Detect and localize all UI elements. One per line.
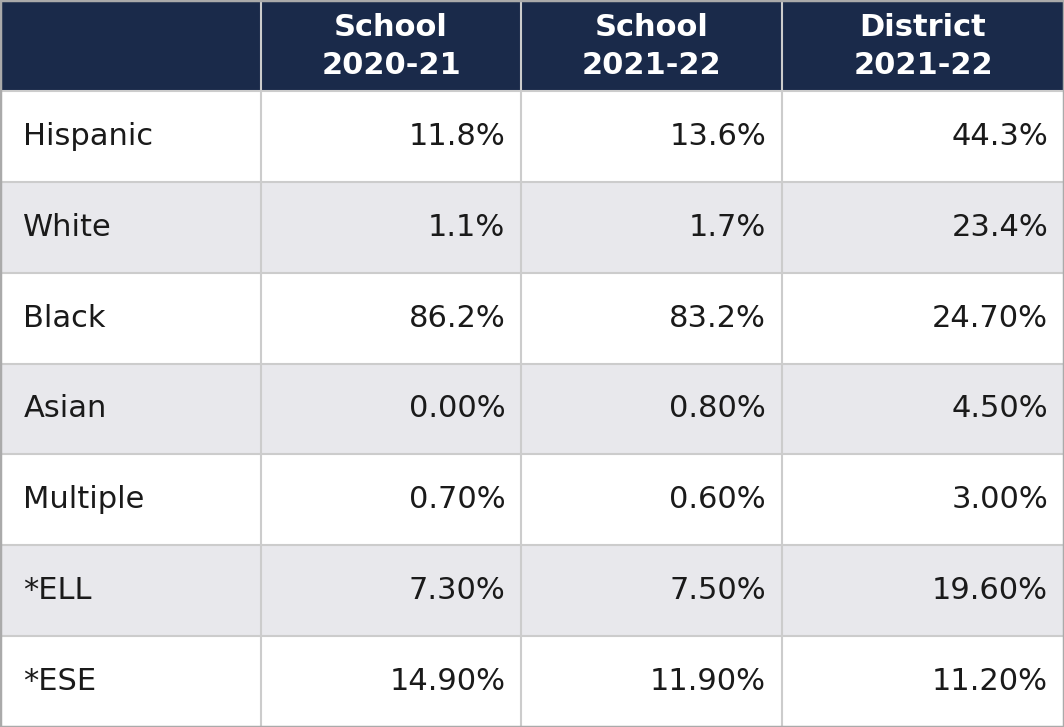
Text: 19.60%: 19.60% [932, 577, 1048, 605]
Text: District: District [860, 13, 986, 41]
Bar [261, 182, 521, 273]
Text: 23.4%: 23.4% [951, 213, 1048, 241]
Text: *ELL: *ELL [23, 577, 92, 605]
Bar [0, 91, 261, 182]
Text: Multiple: Multiple [23, 486, 145, 514]
Text: 24.70%: 24.70% [932, 304, 1048, 332]
Text: 1.1%: 1.1% [428, 213, 505, 241]
Bar [261, 454, 521, 545]
Bar [521, 273, 782, 364]
Text: 0.70%: 0.70% [409, 486, 505, 514]
Bar [0, 0, 261, 91]
Text: School: School [595, 13, 709, 41]
Bar [0, 636, 261, 727]
Text: 14.90%: 14.90% [389, 667, 505, 696]
Text: 44.3%: 44.3% [951, 122, 1048, 150]
Text: 2021-22: 2021-22 [853, 51, 993, 80]
Text: 0.00%: 0.00% [409, 395, 505, 423]
Bar [521, 91, 782, 182]
Bar [782, 454, 1064, 545]
Bar [0, 454, 261, 545]
Text: 4.50%: 4.50% [951, 395, 1048, 423]
Text: Asian: Asian [23, 395, 106, 423]
Text: School: School [334, 13, 448, 41]
Bar [261, 0, 521, 91]
Bar [782, 545, 1064, 636]
Bar [782, 0, 1064, 91]
Bar [261, 364, 521, 454]
Bar [782, 91, 1064, 182]
Bar [521, 636, 782, 727]
Text: 11.8%: 11.8% [409, 122, 505, 150]
Text: 11.20%: 11.20% [932, 667, 1048, 696]
Text: 1.7%: 1.7% [688, 213, 766, 241]
Bar [521, 454, 782, 545]
Text: 11.90%: 11.90% [650, 667, 766, 696]
Text: 3.00%: 3.00% [951, 486, 1048, 514]
Text: 86.2%: 86.2% [409, 304, 505, 332]
Bar [0, 182, 261, 273]
Bar [521, 545, 782, 636]
Bar [521, 364, 782, 454]
Bar [261, 636, 521, 727]
Text: 13.6%: 13.6% [669, 122, 766, 150]
Bar [521, 182, 782, 273]
Bar [782, 636, 1064, 727]
Bar [261, 545, 521, 636]
Bar [782, 273, 1064, 364]
Bar [261, 91, 521, 182]
Bar [782, 182, 1064, 273]
Text: 83.2%: 83.2% [669, 304, 766, 332]
Bar [0, 273, 261, 364]
Text: 2021-22: 2021-22 [582, 51, 721, 80]
Bar [0, 364, 261, 454]
Bar [782, 364, 1064, 454]
Text: 2020-21: 2020-21 [321, 51, 461, 80]
Text: 0.60%: 0.60% [669, 486, 766, 514]
Text: White: White [23, 213, 112, 241]
Bar [0, 545, 261, 636]
Text: Hispanic: Hispanic [23, 122, 153, 150]
Text: *ESE: *ESE [23, 667, 97, 696]
Text: 7.50%: 7.50% [669, 577, 766, 605]
Text: 7.30%: 7.30% [409, 577, 505, 605]
Bar [521, 0, 782, 91]
Bar [261, 273, 521, 364]
Text: 0.80%: 0.80% [669, 395, 766, 423]
Text: Black: Black [23, 304, 106, 332]
